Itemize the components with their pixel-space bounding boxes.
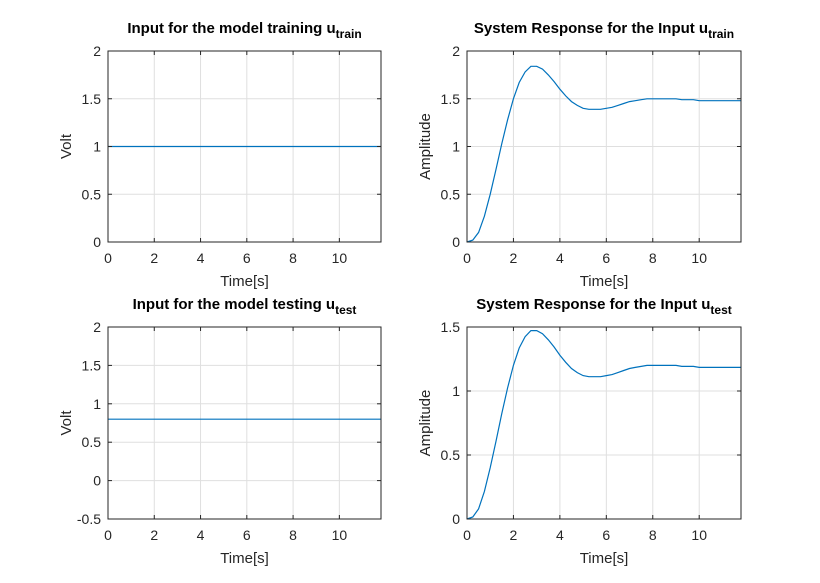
x-tick-label: 6 — [602, 527, 610, 543]
x-tick-label: 2 — [510, 250, 518, 266]
x-tick-label: 0 — [104, 250, 112, 266]
x-axis-label: Time[s] — [220, 550, 269, 567]
chart-title-text: System Response for the Input u — [476, 296, 710, 313]
chart-title: System Response for the Input utest — [476, 296, 732, 317]
x-tick-label: 2 — [150, 527, 158, 543]
y-tick-label: -0.5 — [77, 511, 101, 527]
y-tick-label: 1 — [452, 139, 460, 155]
y-tick-label: 0 — [452, 511, 460, 527]
x-tick-label: 8 — [289, 527, 297, 543]
y-tick-label: 1 — [452, 383, 460, 399]
y-tick-label: 0 — [93, 473, 101, 489]
y-axis-label: Volt — [58, 410, 75, 436]
y-tick-label: 1.5 — [441, 319, 461, 335]
x-tick-label: 2 — [510, 527, 518, 543]
chart-title-subscript: train — [336, 27, 362, 41]
chart-title: Input for the model training utrain — [127, 20, 361, 41]
chart-title-subscript: test — [335, 303, 356, 317]
axes-frame — [107, 326, 382, 520]
x-tick-label: 10 — [691, 250, 707, 266]
y-tick-label: 0.5 — [82, 434, 102, 450]
y-axis-label: Amplitude — [417, 113, 434, 180]
x-tick-label: 6 — [602, 250, 610, 266]
y-tick-label: 1.5 — [82, 357, 102, 373]
x-axis-label: Time[s] — [580, 273, 629, 290]
chart-title: System Response for the Input utrain — [474, 20, 734, 41]
x-tick-label: 4 — [197, 250, 205, 266]
x-axis-label: Time[s] — [220, 273, 269, 290]
x-tick-label: 4 — [556, 250, 564, 266]
chart-title-subscript: test — [710, 303, 731, 317]
y-tick-label: 0.5 — [441, 186, 461, 202]
subplot-response-testing: 0 2 4 6 8 10 0 0.5 1 1.5 Time[s] Amplitude System Re… — [417, 296, 742, 567]
chart-title: Input for the model testing utest — [133, 296, 357, 317]
x-tick-label: 0 — [463, 250, 471, 266]
y-tick-label: 1.5 — [82, 91, 102, 107]
y-tick-label: 0.5 — [441, 447, 461, 463]
axes-frame — [466, 326, 742, 520]
x-axis-label: Time[s] — [580, 550, 629, 567]
y-tick-label: 2 — [93, 319, 101, 335]
x-tick-label: 0 — [104, 527, 112, 543]
y-tick-label: 0.5 — [82, 186, 102, 202]
x-tick-label: 8 — [289, 250, 297, 266]
x-tick-label: 4 — [556, 527, 564, 543]
x-tick-label: 10 — [332, 250, 348, 266]
chart-title-text: Input for the model testing u — [133, 296, 336, 313]
chart-title-text: Input for the model training u — [127, 20, 335, 37]
series-line — [466, 65, 741, 243]
x-tick-label: 2 — [150, 250, 158, 266]
x-tick-label: 8 — [649, 527, 657, 543]
y-tick-label: 1 — [93, 396, 101, 412]
y-tick-label: 2 — [452, 43, 460, 59]
x-tick-label: 6 — [243, 250, 251, 266]
y-tick-label: 2 — [93, 43, 101, 59]
y-axis-label: Amplitude — [417, 390, 434, 457]
x-tick-label: 10 — [691, 527, 707, 543]
series-line — [466, 330, 741, 520]
subplot-response-training: 0 2 4 6 8 10 0 0.5 1 1.5 2 Time[s] Amplitude System R… — [417, 20, 742, 290]
x-tick-label: 6 — [243, 527, 251, 543]
chart-title-text: System Response for the Input u — [474, 20, 708, 37]
y-tick-label: 1 — [93, 139, 101, 155]
y-tick-label: 0 — [93, 234, 101, 250]
x-tick-label: 4 — [197, 527, 205, 543]
x-tick-label: 8 — [649, 250, 657, 266]
chart-title-subscript: train — [708, 27, 734, 41]
y-axis-label: Volt — [58, 133, 75, 159]
x-tick-label: 10 — [332, 527, 348, 543]
y-tick-label: 0 — [452, 234, 460, 250]
y-tick-label: 1.5 — [441, 91, 461, 107]
subplot-input-training: 0 2 4 6 8 10 0 0.5 1 1.5 2 Time[s] Volt Input for the… — [58, 20, 382, 290]
x-tick-label: 0 — [463, 527, 471, 543]
